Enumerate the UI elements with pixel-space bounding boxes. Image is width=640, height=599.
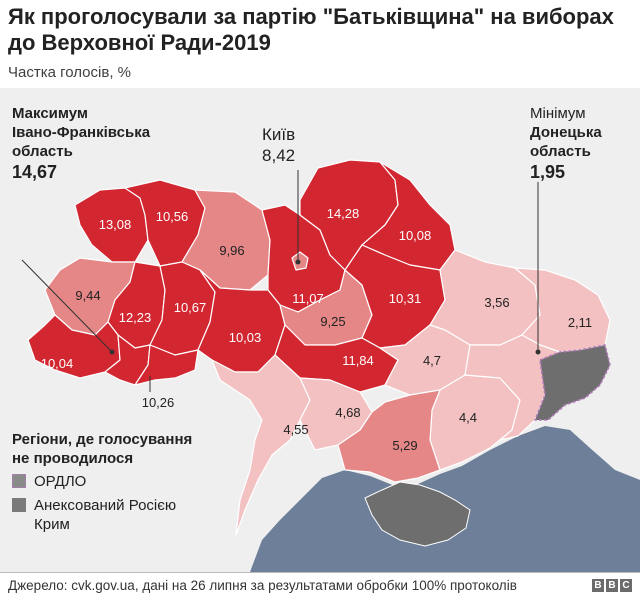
label-odesa: 4,55 [283,422,308,437]
label-kherson: 5,29 [392,438,417,453]
legend-item-crimea: Анексований Росією Крим [12,496,202,534]
kyiv-annotation: Київ 8,42 [262,124,295,166]
label-kyiv-oblast: 11,07 [292,291,324,306]
legend-title: Регіони, де голосування не проводилося [12,431,193,467]
footer: Джерело: cvk.gov.ua, дані на 26 липня за… [0,572,640,599]
chart-title: Як проголосували за партію "Батьківщина"… [8,4,614,55]
label-lviv: 9,44 [75,288,100,303]
label-mykolaiv: 4,68 [335,405,360,420]
label-volyn: 13,08 [99,217,132,232]
label-luhansk: 2,11 [568,315,592,330]
label-sumy: 10,08 [399,228,432,243]
crimea [364,481,471,547]
label-poltava: 10,31 [389,291,422,306]
label-rivne: 10,56 [156,209,189,224]
kyiv-name: Київ [262,125,296,144]
label-cherkasy: 9,25 [320,314,345,329]
region-odesa [211,354,311,536]
label-zakarpattia: 10,04 [41,356,74,371]
max-annotation: Максимум Івано-Франківська область 14,67 [12,104,182,182]
label-zaporizhzhia: 4,4 [459,410,477,425]
label-chernivtsi: 10,26 [142,395,175,410]
label-khmelnytskyi: 10,67 [174,300,207,315]
legend-label-ordlo: ОРДЛО [34,473,87,490]
label-ternopil: 12,23 [119,310,152,325]
ukraine-map: 13,08 10,56 9,96 11,07 14,28 10,08 9,44 … [0,88,640,572]
max-callout-dot [109,349,115,355]
kyiv-callout-dot [295,259,301,265]
region-kherson [337,389,441,483]
max-value: 14,67 [12,162,58,182]
min-label: Мінімум [530,105,586,122]
crimea-swatch-icon [12,498,26,512]
label-vinnytsia: 10,03 [229,330,262,345]
source-text: Джерело: cvk.gov.ua, дані на 26 липня за… [8,578,517,593]
min-region: Донецька область [530,124,602,160]
ordlo-area [534,344,611,421]
legend-label-crimea: Анексований Росією Крим [34,497,177,533]
bbc-logo-letter: B [606,579,618,592]
max-callout-line [21,259,113,353]
region-chernivtsi [134,344,199,386]
bbc-logo-letter: B [592,579,604,592]
label-chernihiv: 14,28 [327,206,360,221]
min-callout-dot [535,349,541,355]
label-zhytomyr: 9,96 [219,243,244,258]
label-kirovohrad: 11,84 [342,353,374,368]
bbc-logo-letter: C [620,579,632,592]
label-kharkiv: 3,56 [484,295,509,310]
min-value: 1,95 [530,162,566,182]
max-label: Максимум [12,105,89,122]
min-annotation: Мінімум Донецька область 1,95 [530,104,620,182]
bbc-logo: B B C [592,579,632,592]
kyiv-value: 8,42 [262,146,296,165]
ordlo-swatch-icon [12,474,26,488]
legend-item-ordlo: ОРДЛО [12,472,86,491]
label-dnipro: 4,7 [423,353,441,368]
chart-subtitle: Частка голосів, % [8,64,132,81]
max-region: Івано-Франківська область [12,124,151,160]
